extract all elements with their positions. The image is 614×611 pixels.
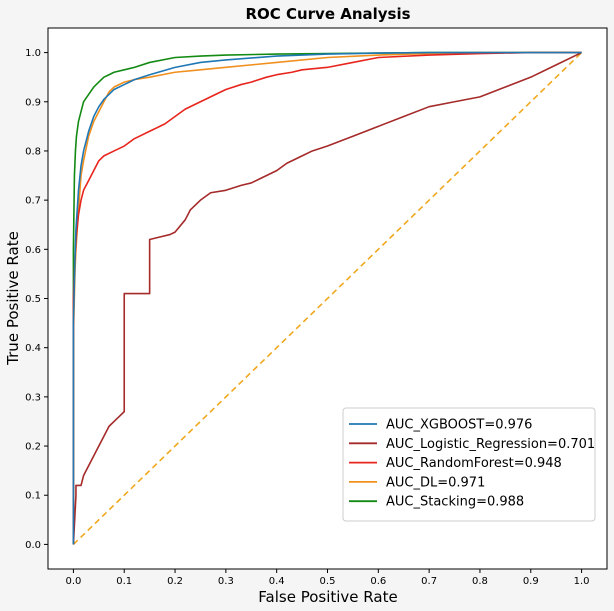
x-tick-label: 1.0	[574, 576, 590, 587]
chart-title: ROC Curve Analysis	[245, 5, 410, 23]
series-line-3	[72, 51, 582, 545]
y-tick-label: 0.8	[25, 146, 41, 157]
series-layer	[72, 51, 583, 545]
series-line-1	[72, 51, 582, 545]
series-line-2	[72, 51, 582, 545]
axis-ticks: 0.0 0.1 0.2 0.3 0.4 0.5 0.6 0.7 0.8 0.9 1.0 0.0 0.1 0…	[25, 48, 589, 587]
x-tick-label: 0.9	[523, 576, 539, 587]
y-tick-label: 1.0	[25, 48, 41, 59]
legend-entry-label: AUC_Stacking=0.988	[386, 495, 524, 510]
y-tick-label: 0.9	[25, 97, 41, 108]
legend-entry-label: AUC_Logistic_Regression=0.701	[386, 437, 595, 452]
y-tick-label: 0.1	[25, 491, 41, 502]
y-tick-label: 0.0	[25, 540, 41, 551]
y-tick-label: 0.3	[25, 392, 41, 403]
x-tick-label: 0.0	[65, 576, 81, 587]
x-axis-label: False Positive Rate	[258, 588, 397, 606]
y-tick-label: 0.6	[25, 245, 41, 256]
x-tick-label: 0.4	[269, 576, 285, 587]
x-tick-label: 0.1	[116, 576, 132, 587]
series-line-0	[72, 51, 582, 545]
legend-entry-label: AUC_DL=0.971	[386, 475, 485, 490]
x-tick-label: 0.5	[320, 576, 336, 587]
y-tick-label: 0.4	[25, 343, 41, 354]
y-axis-label: True Positive Rate	[4, 231, 22, 366]
legend-box	[342, 407, 596, 522]
legend-entry-label: AUC_RandomForest=0.948	[386, 456, 562, 471]
x-tick-label: 0.2	[167, 576, 183, 587]
x-tick-label: 0.6	[370, 576, 386, 587]
y-tick-label: 0.2	[25, 442, 41, 453]
x-tick-label: 0.3	[218, 576, 234, 587]
chance-diagonal-line	[72, 52, 583, 545]
y-tick-label: 0.7	[25, 196, 41, 207]
x-tick-label: 0.8	[472, 576, 488, 587]
legend: AUC_XGBOOST=0.976 AUC_Logistic_Regression…	[342, 407, 596, 522]
y-tick-label: 0.5	[25, 294, 41, 305]
x-tick-label: 0.7	[421, 576, 437, 587]
legend-entry-label: AUC_XGBOOST=0.976	[386, 418, 532, 433]
